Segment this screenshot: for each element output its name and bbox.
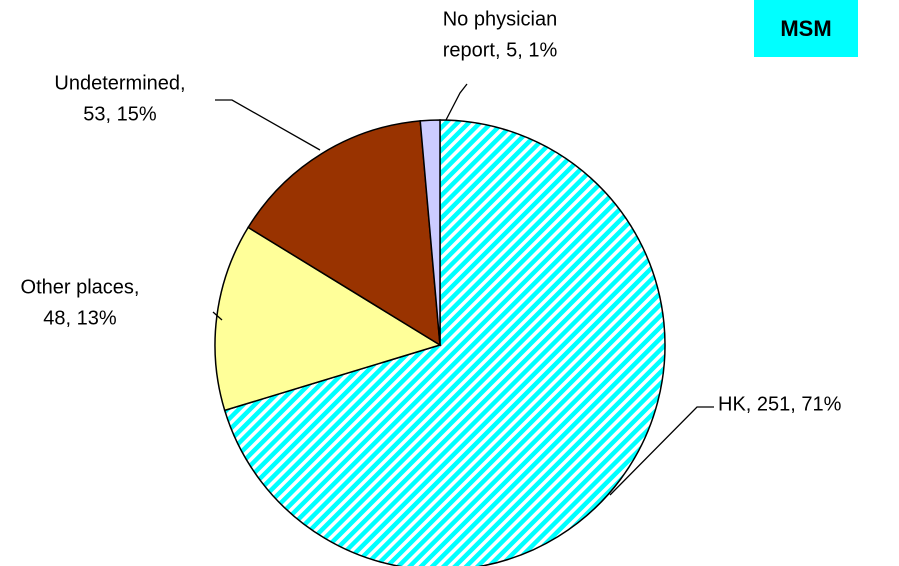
leader-line (609, 406, 714, 496)
leader-line (212, 311, 223, 321)
badge: MSM (780, 16, 831, 41)
pie-slice (247, 120, 441, 347)
data-label: 48, 13% (43, 307, 117, 329)
data-label: Other places, (21, 276, 140, 298)
data-label: HK, 251, 71% (718, 393, 842, 415)
leader-line (215, 99, 321, 151)
pie-slice (214, 226, 442, 412)
data-label: 53, 15% (83, 103, 157, 125)
pie-slice (223, 119, 666, 566)
data-label: report, 5, 1% (443, 39, 558, 61)
data-label: Undetermined, (54, 72, 185, 94)
badge-box (754, 0, 858, 57)
data-label: No physician (443, 8, 558, 30)
pie-slice (419, 119, 441, 346)
leader-line (445, 83, 468, 121)
